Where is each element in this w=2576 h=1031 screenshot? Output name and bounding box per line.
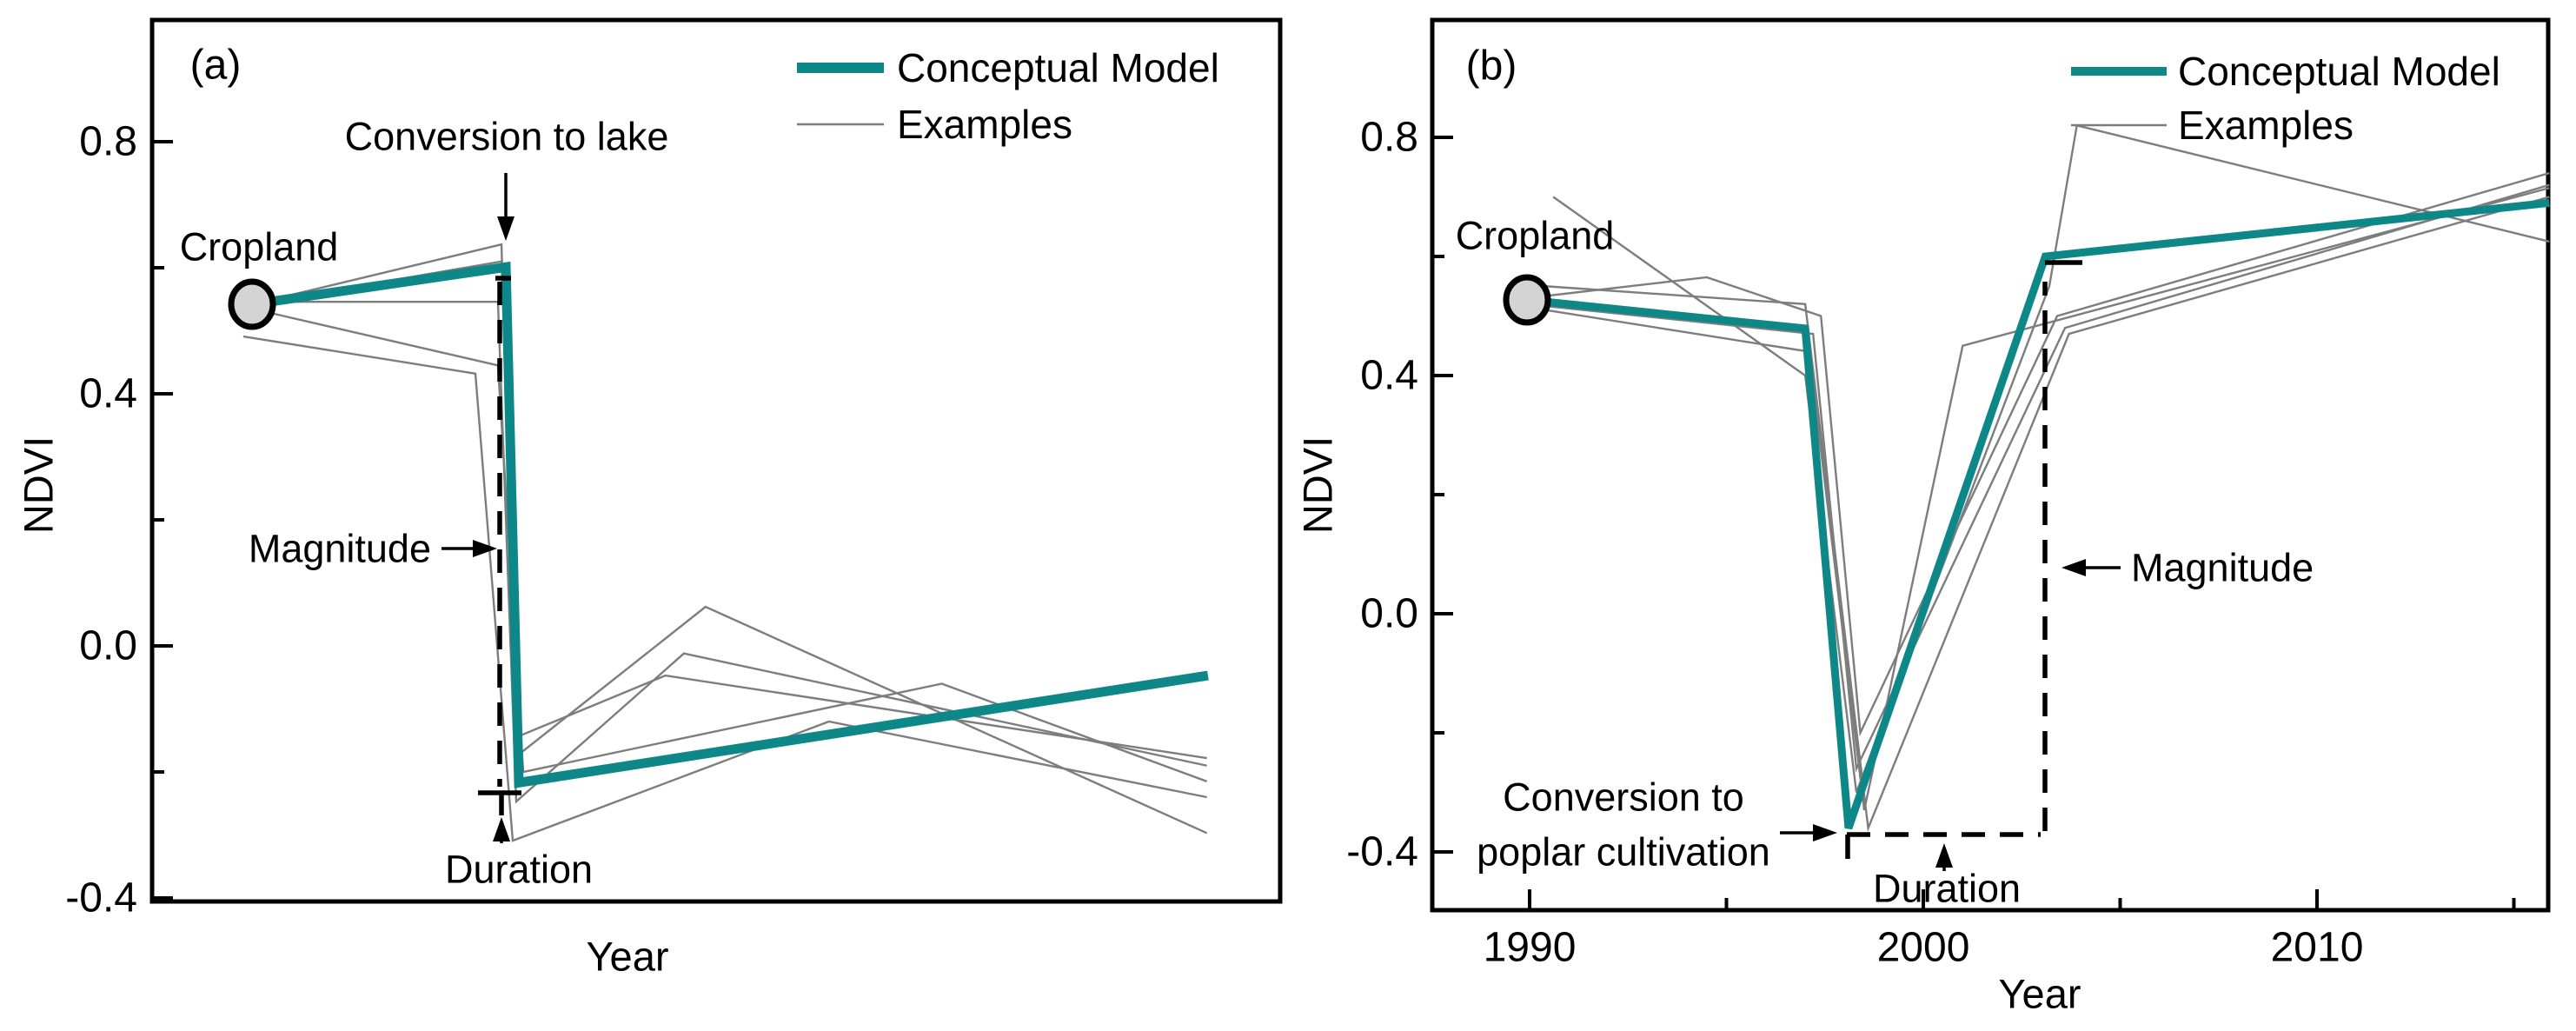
y-tick-label: 0.8 xyxy=(79,119,137,165)
legend: Conceptual Model Examples xyxy=(2071,49,2500,148)
y-axis-title: NDVI xyxy=(1295,436,1341,534)
panel-a: 0.8 0.4 0.0 -0.4 NDVI Year (a) Cropland Conversi… xyxy=(16,17,1283,980)
duration-label: Duration xyxy=(445,848,593,892)
arrow-head xyxy=(1813,824,1837,841)
x-tick-label: 2010 xyxy=(2271,925,2364,971)
example-line xyxy=(1526,187,2550,811)
conceptual-model-line xyxy=(1526,198,2550,830)
y-axis-title: NDVI xyxy=(16,436,62,534)
conversion-label: Conversion to xyxy=(1503,775,1744,820)
magnitude-label: Magnitude xyxy=(249,527,431,571)
arrow-head xyxy=(1935,843,1953,868)
cropland-marker xyxy=(228,278,276,330)
example-line xyxy=(1526,171,2550,737)
y-tick-label: -0.4 xyxy=(1346,829,1418,875)
cropland-label: Cropland xyxy=(1456,214,1615,258)
y-tick-label: 0.0 xyxy=(1360,591,1418,637)
example-line xyxy=(252,300,1207,804)
example-line xyxy=(1545,196,2550,833)
panel-tag: (a) xyxy=(190,43,242,89)
arrow-head xyxy=(2061,559,2086,576)
y-tick-label: 0.0 xyxy=(79,623,137,669)
example-line xyxy=(1526,183,2550,773)
arrow-head xyxy=(497,216,515,241)
arrow-head xyxy=(473,540,497,557)
arrow-head xyxy=(493,817,510,841)
legend-model-label: Conceptual Model xyxy=(897,45,1219,90)
legend-examples-label: Examples xyxy=(2178,103,2354,148)
magnitude-label: Magnitude xyxy=(2131,546,2314,590)
legend-model-label: Conceptual Model xyxy=(2178,49,2500,94)
y-tick-label: -0.4 xyxy=(65,875,137,921)
x-axis-title: Year xyxy=(587,934,669,980)
cropland-marker xyxy=(1503,274,1551,326)
plot-frame xyxy=(1430,17,2551,913)
y-tick-label: 0.4 xyxy=(79,371,137,417)
example-line xyxy=(242,335,1207,842)
x-tick-label: 2000 xyxy=(1877,925,1970,971)
legend: Conceptual Model Examples xyxy=(797,45,1219,147)
x-axis-title: Year xyxy=(1999,971,2081,1017)
y-tick-label: 0.8 xyxy=(1360,115,1418,161)
conversion-label: Conversion to lake xyxy=(345,115,669,159)
duration-label: Duration xyxy=(1873,867,2021,911)
legend-examples-label: Examples xyxy=(897,102,1072,147)
panel-tag: (b) xyxy=(1466,43,1517,90)
y-tick-label: 0.4 xyxy=(1360,353,1418,399)
plot-frame xyxy=(149,17,1283,904)
panel-b: 0.8 0.4 0.0 -0.4 1990 2000 2010 NDVI Year (b) Crop… xyxy=(1295,17,2551,1017)
conversion-label: poplar cultivation xyxy=(1477,830,1770,875)
conceptual-model-line xyxy=(251,261,1209,788)
cropland-label: Cropland xyxy=(180,225,339,269)
x-tick-label: 1990 xyxy=(1484,925,1577,971)
